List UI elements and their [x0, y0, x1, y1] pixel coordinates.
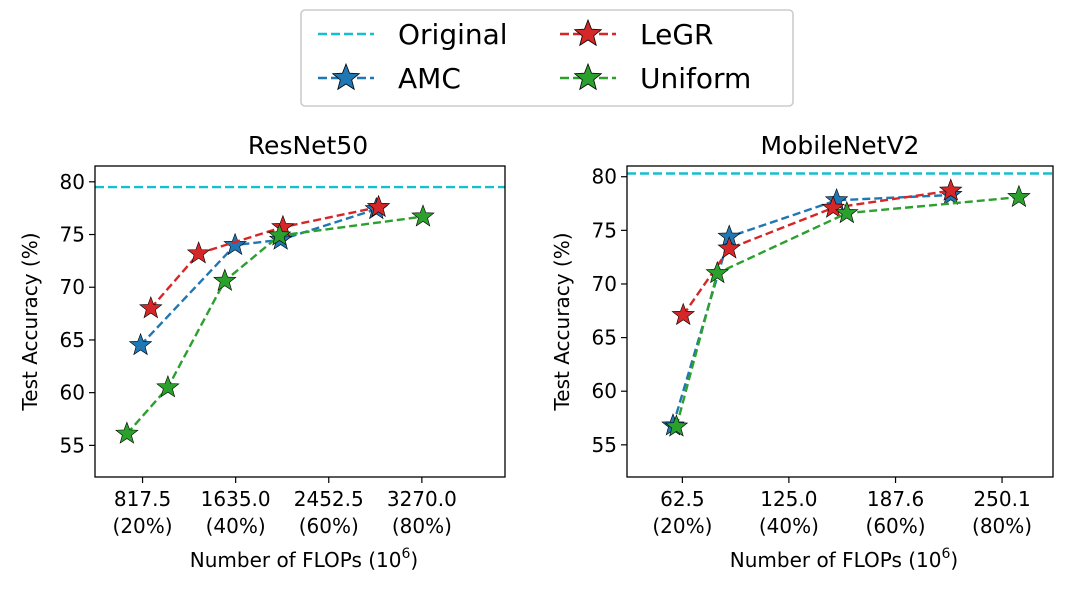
legend-label-original: Original [398, 18, 508, 51]
plot-frame [94, 165, 506, 478]
x-tick-label: 187.6 [867, 487, 924, 511]
y-axis-label: Test Accuracy (%) [18, 232, 42, 411]
x-tick-label: 1635.0 [201, 487, 271, 511]
x-tick-label: 62.5 [660, 487, 705, 511]
series-line-legr [149, 205, 379, 310]
y-tick-label: 60 [60, 381, 85, 405]
y-axis-label: Test Accuracy (%) [550, 232, 574, 411]
legend-marker-legr [573, 18, 603, 47]
legend-frame [300, 9, 794, 107]
y-tick-label: 70 [60, 275, 85, 299]
x-tick-sublabel: (20%) [652, 514, 712, 538]
point-uniform [664, 414, 689, 437]
chart-title: ResNet50 [248, 131, 368, 160]
plot-frame [626, 165, 1054, 478]
x-axis-label-close: ) [410, 548, 418, 572]
point-legr [139, 295, 163, 319]
chart-title: MobileNetV2 [761, 131, 920, 160]
x-tick-sublabel: (40%) [206, 514, 266, 538]
series-line-amc [671, 193, 951, 426]
point-uniform [267, 223, 292, 246]
x-tick-sublabel: (60%) [866, 514, 926, 538]
point-legr [366, 194, 391, 218]
x-axis-label: Number of FLOPs (106) [190, 546, 418, 572]
point-uniform [213, 268, 237, 291]
x-axis-label-close: ) [950, 548, 958, 572]
x-tick-label: 817.5 [114, 487, 171, 511]
x-axis-label-text: Number of FLOPs (10 [190, 548, 402, 572]
series-line-uniform [675, 195, 1020, 427]
x-tick-sublabel: (60%) [299, 514, 359, 538]
x-axis-label-exponent: 6 [942, 546, 951, 562]
y-tick-label: 70 [592, 272, 617, 296]
y-tick-label: 55 [592, 433, 617, 457]
point-uniform [115, 421, 139, 444]
series-line-amc [139, 208, 377, 347]
legend-marker-uniform [573, 62, 603, 91]
y-tick-label: 75 [592, 218, 617, 242]
y-tick-label: 55 [60, 433, 85, 457]
x-tick-sublabel: (80%) [972, 514, 1032, 538]
y-tick-label: 80 [592, 165, 617, 189]
point-legr [717, 236, 742, 259]
series-line-uniform [126, 215, 424, 435]
y-tick-label: 60 [592, 379, 617, 403]
point-legr [186, 241, 211, 264]
point-uniform [156, 375, 180, 398]
panel-mobilenetv2: MobileNetV2 55 60 65 70 75 80 62.5 (20%) 125.0 (40… [550, 131, 1054, 572]
x-axis-label-exponent: 6 [402, 546, 411, 562]
x-tick-label: 125.0 [760, 487, 817, 511]
panel-resnet50: ResNet50 55 60 65 70 75 80 817.5 (20%) 1635.0 (40%… [18, 131, 506, 572]
point-legr [821, 195, 845, 218]
legend-label-uniform: Uniform [640, 62, 751, 95]
point-uniform [411, 204, 435, 227]
x-axis-label-text: Number of FLOPs (10 [730, 548, 942, 572]
x-tick-sublabel: (80%) [392, 514, 452, 538]
x-axis-label: Number of FLOPs (106) [730, 546, 958, 572]
y-tick-label: 65 [60, 328, 85, 352]
legend-label-amc: AMC [398, 62, 461, 95]
point-amc [223, 232, 247, 256]
legend-label-legr: LeGR [640, 18, 714, 51]
point-legr [671, 302, 695, 326]
point-amc [128, 332, 153, 356]
x-tick-sublabel: (40%) [759, 514, 819, 538]
x-tick-sublabel: (20%) [113, 514, 173, 538]
x-tick-label: 250.1 [973, 487, 1030, 511]
x-tick-label: 3270.0 [387, 487, 457, 511]
point-uniform [1007, 184, 1031, 208]
series-line-legr [682, 189, 951, 316]
point-legr [938, 178, 963, 201]
x-tick-label: 2452.5 [294, 487, 364, 511]
point-uniform [835, 200, 859, 224]
y-tick-label: 65 [592, 326, 617, 350]
point-uniform [705, 260, 730, 284]
legend-marker-amc [331, 62, 361, 91]
y-tick-label: 80 [60, 170, 85, 194]
y-tick-label: 75 [60, 223, 85, 247]
legend: Original AMC LeGR Uniform [300, 9, 794, 107]
